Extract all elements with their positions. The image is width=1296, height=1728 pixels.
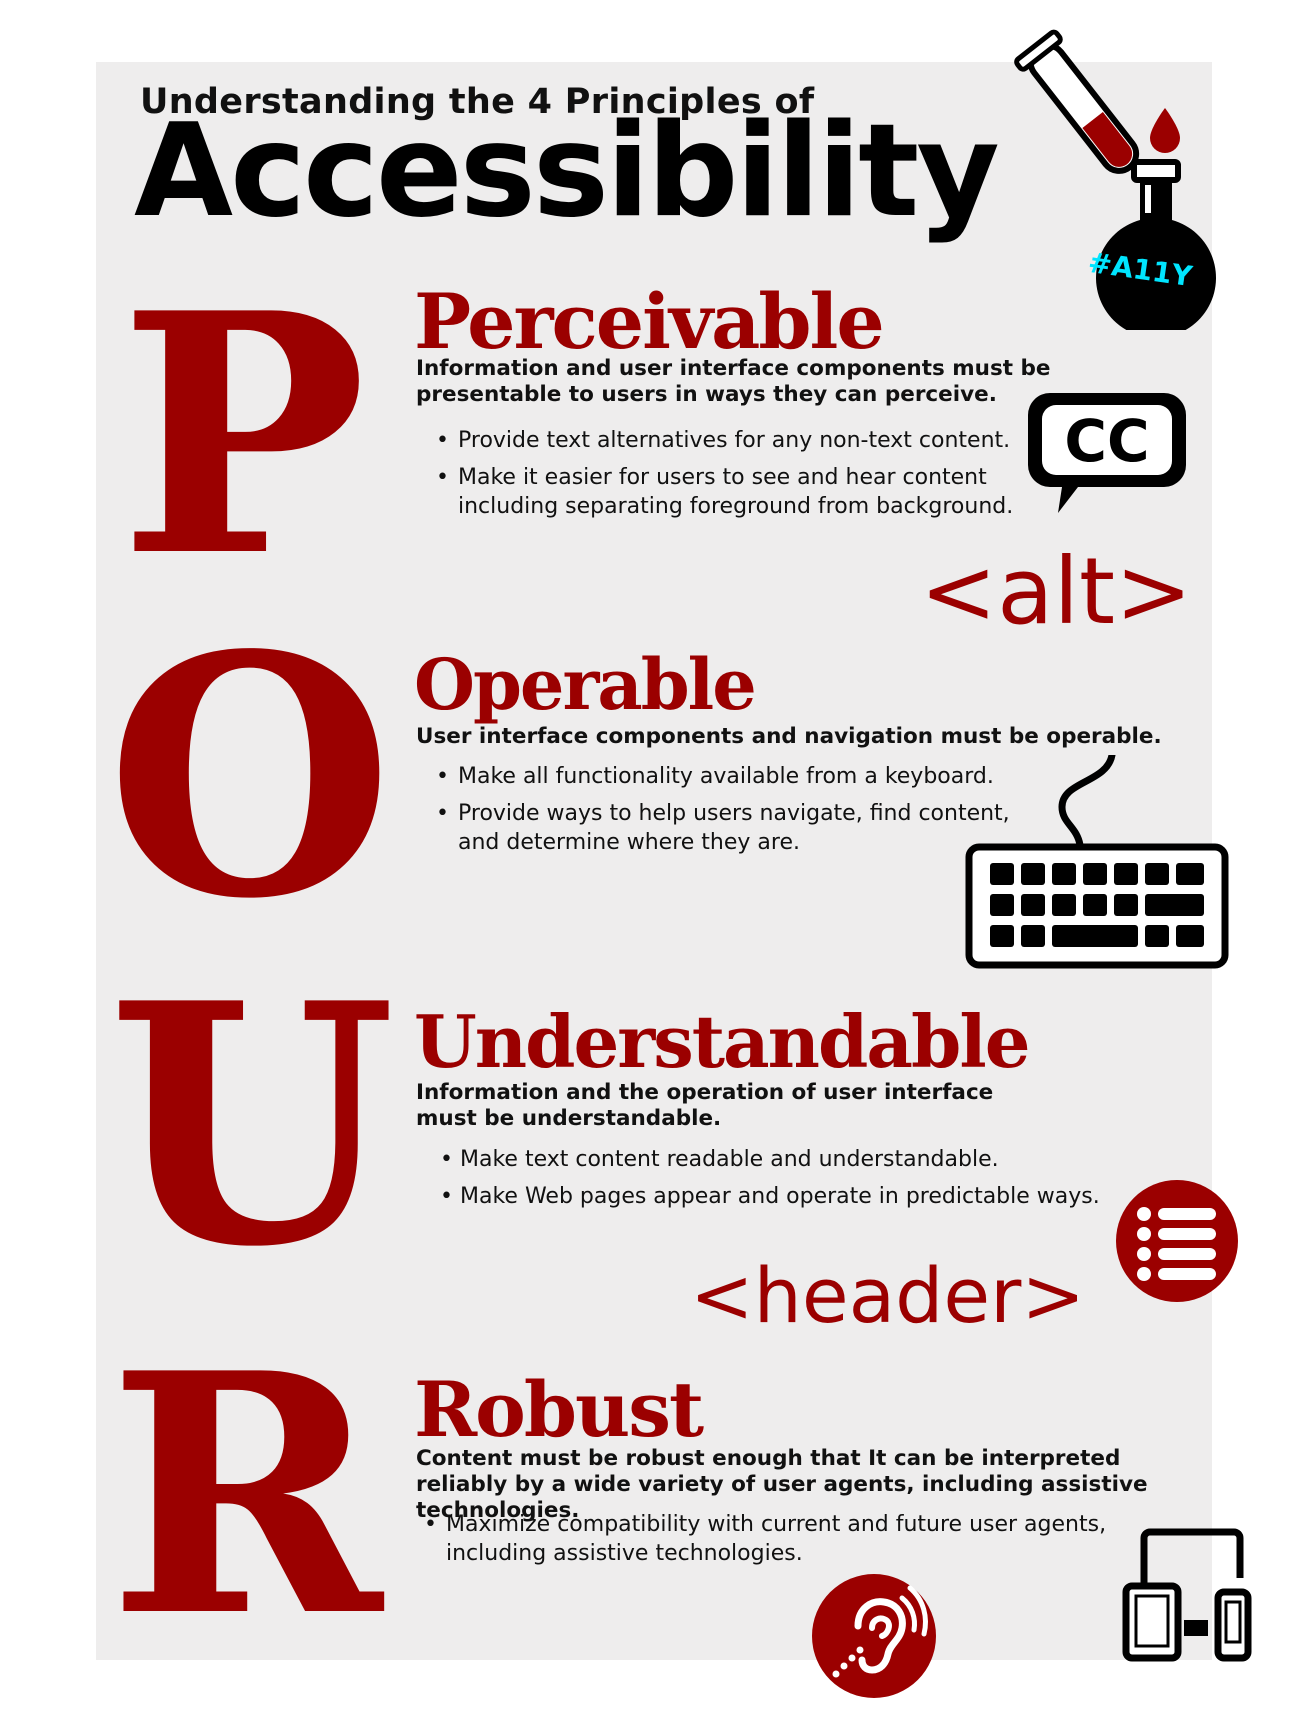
bullet-operable-2: Provide ways to help users navigate, fin… (436, 799, 1016, 857)
code-tag-header: <header> (690, 1251, 1086, 1340)
list-icon (1116, 1180, 1238, 1302)
closed-caption-icon: CC (1028, 393, 1186, 513)
bullet-understandable-2: Make Web pages appear and operate in pre… (440, 1182, 1140, 1211)
bullet-operable-1: Make all functionality available from a … (436, 762, 1016, 791)
heading-operable: Operable (414, 643, 757, 726)
letter-u: U (108, 931, 396, 1319)
heading-perceivable: Perceivable (414, 277, 885, 366)
bullet-understandable-1: Make text content readable and understan… (440, 1145, 1140, 1174)
code-tag-alt: <alt> (920, 538, 1193, 645)
bullet-perceivable-1: Provide text alternatives for any non-te… (436, 426, 1036, 455)
letter-o: O (106, 583, 394, 971)
poster-subtitle: Understanding the 4 Principles of (140, 82, 815, 122)
bullet-robust-1: Maximize compatibility with current and … (424, 1510, 1144, 1568)
bullets-robust: Maximize compatibility with current and … (424, 1510, 1144, 1576)
description-robust: Content must be robust enough that It ca… (416, 1446, 1148, 1523)
bullets-understandable: Make text content readable and understan… (440, 1145, 1140, 1219)
description-perceivable: Information and user interface component… (416, 356, 1051, 407)
devices-icon (1122, 1528, 1252, 1662)
poster-title: Accessibility (134, 97, 1000, 246)
letter-p: P (118, 241, 368, 629)
test-tube-flask-icon (1014, 29, 1216, 330)
hearing-assistance-icon (812, 1574, 936, 1698)
svg-text:CC: CC (1064, 407, 1149, 475)
heading-understandable: Understandable (414, 999, 1031, 1084)
description-understandable: Information and the operation of user in… (416, 1080, 994, 1131)
bullets-perceivable: Provide text alternatives for any non-te… (436, 426, 1036, 529)
description-operable: User interface components and navigation… (416, 724, 1162, 749)
bullet-perceivable-2: Make it easier for users to see and hear… (436, 463, 1036, 521)
letter-r: R (108, 1301, 383, 1689)
keyboard-icon (965, 755, 1229, 969)
heading-robust: Robust (414, 1365, 704, 1454)
bullets-operable: Make all functionality available from a … (436, 762, 1016, 865)
